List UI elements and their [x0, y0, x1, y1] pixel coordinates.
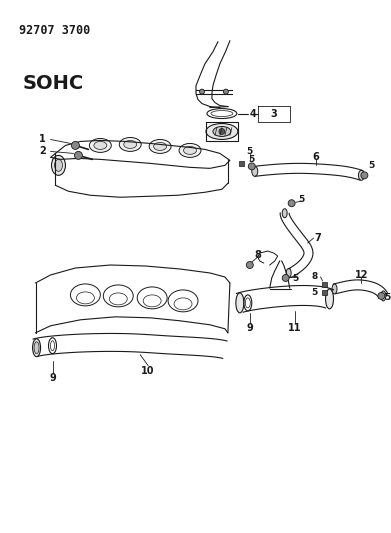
Ellipse shape [381, 291, 386, 301]
Ellipse shape [282, 209, 287, 217]
Text: 2: 2 [39, 147, 46, 156]
FancyBboxPatch shape [322, 290, 327, 295]
Text: 5: 5 [247, 147, 253, 156]
FancyBboxPatch shape [239, 161, 244, 166]
Text: 8: 8 [312, 272, 318, 281]
Text: 5: 5 [249, 155, 255, 164]
Ellipse shape [52, 156, 65, 175]
Ellipse shape [206, 124, 238, 140]
Text: 5: 5 [292, 274, 299, 284]
Text: 8: 8 [254, 250, 261, 260]
Text: 5: 5 [384, 293, 391, 302]
Ellipse shape [149, 140, 171, 154]
Text: 1: 1 [39, 134, 46, 144]
Text: 9: 9 [246, 323, 253, 333]
Ellipse shape [213, 126, 231, 136]
Text: 4: 4 [249, 109, 256, 118]
Circle shape [288, 200, 295, 207]
FancyBboxPatch shape [322, 282, 327, 287]
Ellipse shape [119, 138, 141, 151]
Text: 5: 5 [298, 195, 305, 204]
Circle shape [223, 89, 228, 94]
Ellipse shape [154, 142, 167, 150]
Circle shape [219, 128, 225, 134]
Circle shape [248, 163, 255, 170]
Ellipse shape [326, 289, 334, 309]
Ellipse shape [34, 342, 39, 354]
Text: 3: 3 [270, 109, 277, 118]
Ellipse shape [183, 147, 197, 155]
Ellipse shape [252, 166, 258, 176]
Text: 11: 11 [288, 323, 301, 333]
Ellipse shape [124, 141, 137, 148]
Ellipse shape [332, 284, 337, 294]
Circle shape [74, 151, 83, 159]
Text: 9: 9 [49, 373, 56, 383]
Text: 5: 5 [368, 161, 375, 170]
Text: 92707 3700: 92707 3700 [19, 24, 90, 37]
Text: 10: 10 [142, 366, 155, 376]
Ellipse shape [179, 143, 201, 157]
Circle shape [282, 274, 289, 281]
Ellipse shape [94, 141, 107, 149]
Ellipse shape [286, 269, 291, 278]
Ellipse shape [90, 139, 111, 152]
Circle shape [378, 293, 385, 300]
Circle shape [199, 89, 204, 94]
Ellipse shape [236, 293, 244, 313]
Ellipse shape [54, 159, 63, 171]
Circle shape [361, 172, 368, 179]
Text: 7: 7 [314, 233, 321, 243]
Ellipse shape [32, 339, 41, 357]
Circle shape [246, 262, 253, 269]
Text: SOHC: SOHC [23, 74, 84, 93]
Text: 6: 6 [312, 152, 319, 163]
Ellipse shape [359, 171, 364, 180]
Circle shape [72, 141, 79, 149]
Text: 12: 12 [355, 270, 368, 280]
Text: 5: 5 [312, 288, 318, 297]
